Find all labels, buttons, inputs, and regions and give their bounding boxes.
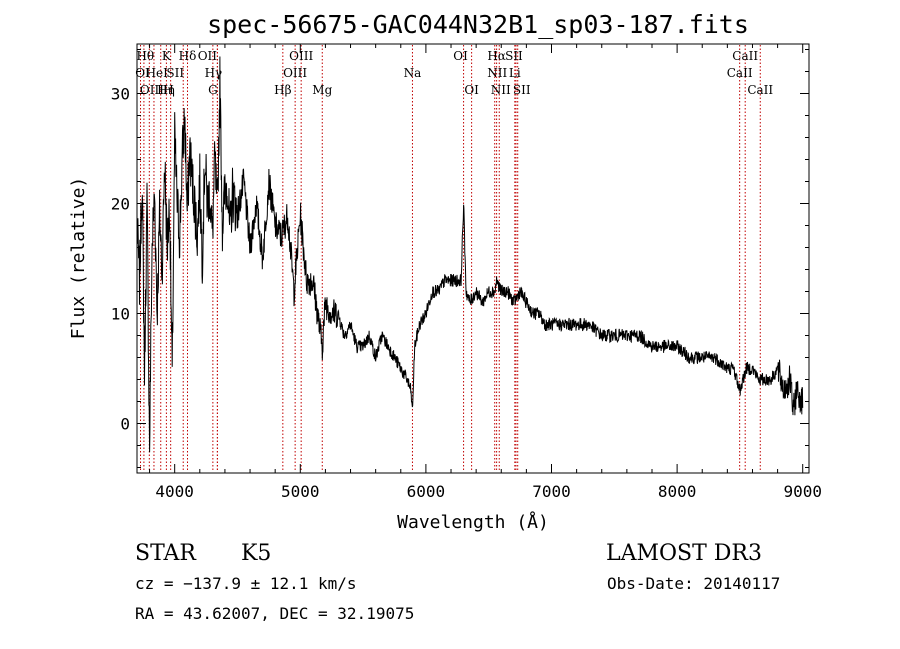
line-label: Mg: [312, 83, 332, 97]
x-axis: 4000 5000 6000 7000 8000 9000: [149, 44, 822, 501]
line-label: Li: [509, 66, 521, 80]
y-tick-label: 30: [111, 85, 130, 104]
line-label: HeI: [146, 66, 169, 80]
spectral-line-markers: [140, 45, 761, 472]
line-label: Hα: [487, 49, 506, 63]
line-label: Hθ: [136, 49, 154, 63]
sky-coordinates: RA = 43.62007, DEC = 32.19075: [135, 604, 414, 623]
object-subclass: K5: [241, 541, 271, 566]
object-class: STAR: [135, 541, 197, 566]
x-tick-label: 9000: [783, 482, 822, 501]
line-label: H: [163, 83, 173, 97]
line-label: NII: [491, 83, 511, 97]
x-tick-label: 5000: [281, 482, 320, 501]
x-tick-label: 8000: [658, 482, 697, 501]
line-label: CaII: [727, 66, 753, 80]
line-label: OII: [198, 49, 218, 63]
line-label: NII: [487, 66, 507, 80]
y-tick-label: 20: [111, 195, 130, 214]
redshift-cz: cz = −137.9 ± 12.1 km/s: [135, 574, 357, 593]
line-label: OI: [135, 66, 150, 80]
y-axis-label: Flux (relative): [68, 177, 89, 340]
line-label: OI: [453, 49, 468, 63]
line-label: SII: [166, 66, 184, 80]
x-tick-label: 4000: [155, 482, 194, 501]
y-tick-label: 0: [120, 415, 130, 434]
chart-title: spec-56675-GAC044N32B1_sp03-187.fits: [207, 10, 749, 39]
y-tick-label: 10: [111, 305, 130, 324]
line-label: Hγ: [205, 66, 223, 80]
x-axis-label: Wavelength (Å): [397, 511, 549, 533]
y-axis: 0 10 20 30: [111, 49, 809, 468]
line-label: CaII: [747, 83, 773, 97]
x-tick-label: 7000: [532, 482, 571, 501]
spectrum-line: [136, 56, 804, 453]
line-label: G: [208, 83, 218, 97]
x-tick-label: 6000: [407, 482, 446, 501]
line-label: SII: [505, 49, 523, 63]
line-label: Na: [404, 66, 422, 80]
line-label: OIII: [289, 49, 313, 63]
line-label: Hη: [157, 83, 175, 97]
observation-date: Obs-Date: 20140117: [607, 574, 780, 593]
line-label: K: [162, 49, 172, 63]
line-label: Hδ: [179, 49, 197, 63]
spectrum-series: [136, 56, 804, 453]
plot-frame: [136, 43, 810, 474]
line-label: OIII: [283, 66, 307, 80]
line-label: OI: [464, 83, 479, 97]
line-label: CaII: [732, 49, 758, 63]
survey-release: LAMOST DR3: [606, 541, 762, 566]
line-label: Hβ: [274, 83, 291, 97]
line-label: SII: [513, 83, 531, 97]
